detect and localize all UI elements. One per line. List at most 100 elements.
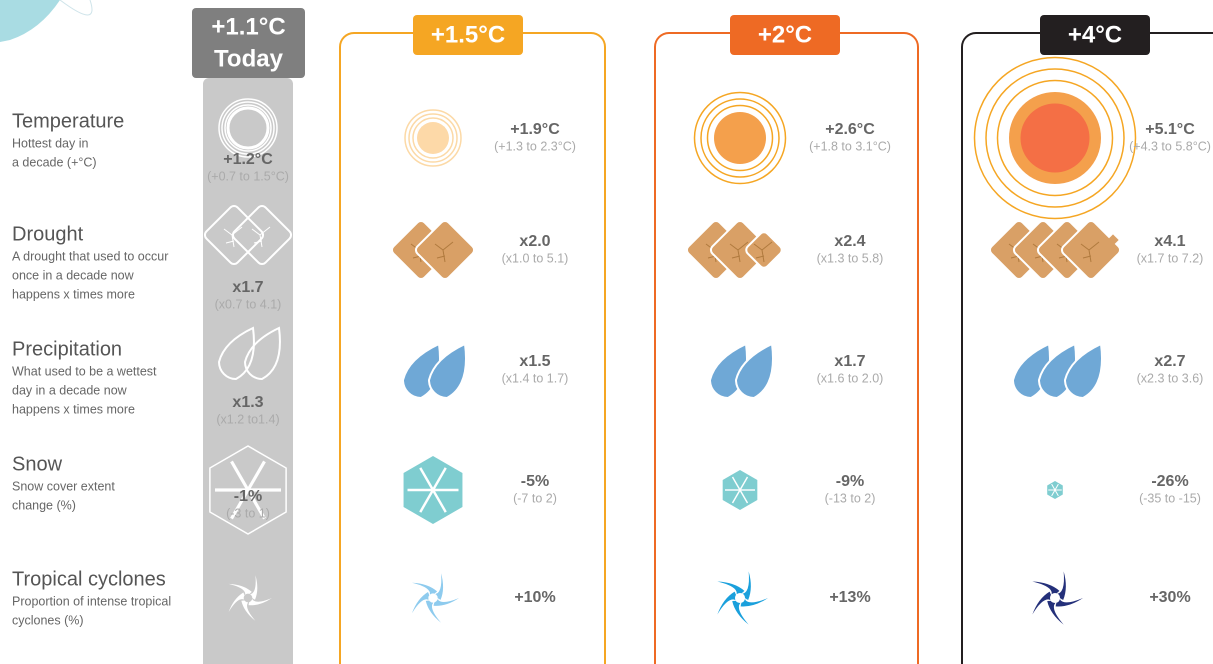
drought-icon xyxy=(1107,234,1119,246)
sun-icon xyxy=(714,112,766,164)
cell-value: x1.3 xyxy=(232,394,263,411)
scenario-header: +1.1°C xyxy=(211,13,285,40)
row-label: Snow xyxy=(12,453,63,475)
cell-value: +2.6°C xyxy=(825,121,875,138)
drop-icon xyxy=(1063,342,1103,400)
cell-value: x1.7 xyxy=(232,279,263,296)
sun-icon xyxy=(226,106,270,150)
cyclone-arm xyxy=(433,592,459,606)
cyclone-arm xyxy=(425,599,442,623)
cell-value: x2.7 xyxy=(1154,353,1185,370)
cell-value: -1% xyxy=(234,488,262,505)
snowflake-arm xyxy=(419,489,435,513)
snowflake-arm xyxy=(431,489,447,513)
snowflake-arm xyxy=(731,489,741,504)
cell-range: (x2.3 to 3.6) xyxy=(1137,371,1204,385)
row-label: Tropical cyclones xyxy=(12,568,166,590)
sun-ring xyxy=(221,101,275,155)
row-description: What used to be a wettest xyxy=(12,364,157,378)
cell-range: (-13 to 2) xyxy=(825,491,876,505)
cell-range: (+1.3 to 2.3°C) xyxy=(494,139,576,153)
cell-range: (x1.0 to 5.1) xyxy=(502,251,569,265)
cell-value: +10% xyxy=(514,589,555,606)
drought-crack xyxy=(729,241,749,263)
scenario-frame xyxy=(339,32,606,664)
sun-ring xyxy=(218,98,278,158)
cell-range: (x1.3 to 5.8) xyxy=(817,251,884,265)
drop-icon xyxy=(734,342,774,400)
cyclone-eye xyxy=(243,593,253,603)
drought-crack xyxy=(1080,241,1100,263)
row-description: day in a decade now xyxy=(12,383,128,397)
cell-value: -26% xyxy=(1151,473,1188,490)
cell-range: (-3 to 1) xyxy=(226,506,270,520)
row-description: happens x times more xyxy=(12,287,135,301)
cell-range: (+0.7 to 1.5°C) xyxy=(207,169,289,183)
row-label: Drought xyxy=(12,223,84,245)
scenario-header-box xyxy=(1040,15,1150,55)
cell-range: (-7 to 2) xyxy=(513,491,557,505)
scenario-header: +4°C xyxy=(1068,21,1122,48)
cyclone-arm xyxy=(740,592,768,607)
snowflake-arm xyxy=(1054,483,1059,491)
cell-value: x2.4 xyxy=(834,233,865,250)
snowflake-arm xyxy=(739,476,749,491)
sun-ring xyxy=(404,109,462,167)
cyclone-eye xyxy=(734,592,746,604)
cell-range: (+1.8 to 3.1°C) xyxy=(809,139,891,153)
cell-range: (x1.2 to1.4) xyxy=(216,412,279,426)
snowflake-arm xyxy=(1051,489,1056,497)
cell-value: +13% xyxy=(829,589,870,606)
sun-ring xyxy=(224,104,272,152)
cyclone-arm xyxy=(735,571,751,601)
row-label: Precipitation xyxy=(12,338,122,360)
cyclone-arm xyxy=(241,599,256,621)
drought-icon xyxy=(231,204,293,266)
cell-range: (x1.7 to 7.2) xyxy=(1137,251,1204,265)
snowflake-arm xyxy=(1054,489,1059,497)
snowflake-arm xyxy=(246,489,266,520)
cyclone-eye xyxy=(428,593,438,603)
drought-icon xyxy=(1060,219,1122,281)
cyclone-arm xyxy=(1047,599,1064,625)
cell-value: +30% xyxy=(1149,589,1190,606)
sun-ring xyxy=(996,79,1114,197)
cell-value: x4.1 xyxy=(1154,233,1185,250)
row-description: once in a decade now xyxy=(12,268,135,282)
scenario-header-box xyxy=(192,8,305,78)
sun-ring xyxy=(693,91,787,185)
drought-icon xyxy=(414,219,476,281)
scenario-header-box xyxy=(730,15,840,55)
cyclone-arm xyxy=(228,592,249,613)
sun-ring xyxy=(985,68,1125,208)
cell-value: -9% xyxy=(836,473,864,490)
sun-ring xyxy=(700,98,780,178)
row-description: happens x times more xyxy=(12,402,135,416)
drought-crack xyxy=(251,226,271,248)
drought-icon xyxy=(745,231,783,269)
cell-value: -5% xyxy=(521,473,549,490)
row-label: Temperature xyxy=(12,110,124,132)
snowflake-arm xyxy=(1051,483,1056,491)
scenario-frame xyxy=(654,32,919,664)
cyclone-arm xyxy=(732,599,749,625)
snowflake-arm xyxy=(731,476,741,491)
row-description: change (%) xyxy=(12,498,76,512)
cyclone-arm xyxy=(244,575,258,600)
cell-range: (x1.6 to 2.0) xyxy=(817,371,884,385)
snow-icon xyxy=(209,445,287,535)
drop-icon xyxy=(427,342,467,400)
cell-value: x2.0 xyxy=(519,233,550,250)
cyclone-arm xyxy=(1032,591,1056,615)
row-description: a decade (+°C) xyxy=(12,155,97,169)
cell-range: (-35 to -15) xyxy=(1139,491,1201,505)
sun-ring xyxy=(408,113,458,163)
cyclone-arm xyxy=(248,592,272,606)
drought-icon xyxy=(709,219,771,281)
cell-value: x1.7 xyxy=(834,353,865,370)
cyclone-arm xyxy=(428,573,444,600)
snowflake-arm xyxy=(230,460,250,491)
cell-value: +1.9°C xyxy=(510,121,560,138)
globe-decoration xyxy=(59,0,93,16)
